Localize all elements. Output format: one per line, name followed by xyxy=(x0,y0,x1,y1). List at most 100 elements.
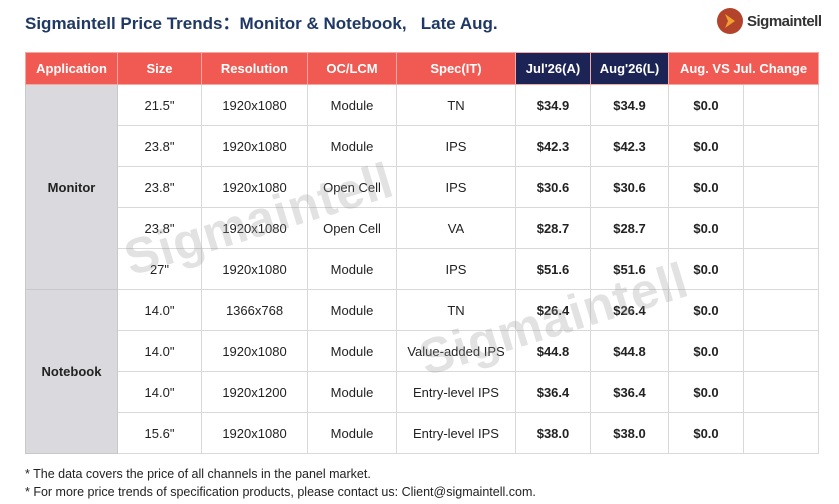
cell: 27" xyxy=(117,248,202,290)
data-row: 14.0" 1920x1080 Module Value-added IPS $44.8… xyxy=(26,330,819,372)
price-table: Application Size Resolution OC/LCM Spec(IT) J… xyxy=(25,52,819,454)
cell: IPS xyxy=(396,166,516,208)
cell: Module xyxy=(307,125,397,167)
title: Sigmaintell Price Trends：Monitor & Noteb… xyxy=(25,14,498,33)
cell: $34.9 xyxy=(515,84,591,126)
cell: Module xyxy=(307,248,397,290)
cell: $0.0 xyxy=(668,248,744,290)
cell: $51.6 xyxy=(515,248,591,290)
cell: Module xyxy=(307,289,397,331)
cell: Module xyxy=(307,412,397,454)
data-row: 15.6" 1920x1080 Module Entry-level IPS $38.0… xyxy=(26,412,819,454)
logo-icon xyxy=(717,8,743,34)
empty-cell xyxy=(743,207,819,249)
cell: TN xyxy=(396,84,516,126)
cell: $51.6 xyxy=(590,248,669,290)
cell: 14.0" xyxy=(117,371,202,413)
cell: $34.9 xyxy=(590,84,669,126)
cell: 1366x768 xyxy=(201,289,308,331)
empty-cell xyxy=(743,84,819,126)
cell: $26.4 xyxy=(590,289,669,331)
cell: Open Cell xyxy=(307,166,397,208)
cell: $0.0 xyxy=(668,84,744,126)
cell: IPS xyxy=(396,248,516,290)
cell: Entry-level IPS xyxy=(396,412,516,454)
column-header: Aug. VS Jul. Change xyxy=(668,52,819,85)
data-row: 23.8" 1920x1080 Module IPS $42.3 $42.3 $0.0 xyxy=(26,125,819,167)
cell: $44.8 xyxy=(590,330,669,372)
cell: $0.0 xyxy=(668,330,744,372)
cell: $0.0 xyxy=(668,125,744,167)
cell: 23.8" xyxy=(117,125,202,167)
data-row: 23.8" 1920x1080 Open Cell IPS $30.6 $30.6 $0.0 xyxy=(26,166,819,208)
logo: Sigmaintell xyxy=(716,6,822,36)
cell: $30.6 xyxy=(590,166,669,208)
application-cell: Notebook xyxy=(25,289,118,454)
column-header: OC/LCM xyxy=(307,52,397,85)
cell: 23.8" xyxy=(117,166,202,208)
cell: 1920x1080 xyxy=(201,248,308,290)
logo-text: Sigmaintell xyxy=(747,12,822,30)
empty-cell xyxy=(743,125,819,167)
application-cell: Monitor xyxy=(25,84,118,290)
cell: Module xyxy=(307,371,397,413)
column-header: Spec(IT) xyxy=(396,52,516,85)
empty-cell xyxy=(743,166,819,208)
column-header: Resolution xyxy=(201,52,308,85)
empty-cell xyxy=(743,412,819,454)
cell: 1920x1080 xyxy=(201,330,308,372)
column-header: Application xyxy=(25,52,118,85)
cell: $0.0 xyxy=(668,166,744,208)
cell: 1920x1080 xyxy=(201,412,308,454)
cell: Entry-level IPS xyxy=(396,371,516,413)
cell: $36.4 xyxy=(590,371,669,413)
cell: 15.6" xyxy=(117,412,202,454)
column-header: Jul'26(A) xyxy=(515,52,591,85)
cell: 14.0" xyxy=(117,330,202,372)
cell: $26.4 xyxy=(515,289,591,331)
cell: VA xyxy=(396,207,516,249)
cell: Module xyxy=(307,84,397,126)
cell: $42.3 xyxy=(590,125,669,167)
header-row: Application Size Resolution OC/LCM Spec(IT) J… xyxy=(25,52,819,85)
footnote: * The data covers the price of all chann… xyxy=(25,467,371,481)
data-row: 14.0" 1920x1200 Module Entry-level IPS $36.4… xyxy=(26,371,819,413)
cell: Module xyxy=(307,330,397,372)
cell: IPS xyxy=(396,125,516,167)
cell: 1920x1080 xyxy=(201,207,308,249)
empty-cell xyxy=(743,371,819,413)
cell: $28.7 xyxy=(590,207,669,249)
empty-cell xyxy=(743,330,819,372)
cell: 1920x1080 xyxy=(201,84,308,126)
cell: 21.5" xyxy=(117,84,202,126)
cell: TN xyxy=(396,289,516,331)
cell: 23.8" xyxy=(117,207,202,249)
cell: $0.0 xyxy=(668,207,744,249)
cell: 1920x1080 xyxy=(201,166,308,208)
column-header: Size xyxy=(117,52,202,85)
data-row: 27" 1920x1080 Module IPS $51.6 $51.6 $0.0 xyxy=(26,248,819,290)
cell: $44.8 xyxy=(515,330,591,372)
cell: $38.0 xyxy=(590,412,669,454)
cell: $30.6 xyxy=(515,166,591,208)
cell: 1920x1080 xyxy=(201,125,308,167)
cell: $0.0 xyxy=(668,289,744,331)
cell: $36.4 xyxy=(515,371,591,413)
cell: Open Cell xyxy=(307,207,397,249)
column-header: Aug'26(L) xyxy=(590,52,669,85)
cell: $0.0 xyxy=(668,371,744,413)
cell: 14.0" xyxy=(117,289,202,331)
empty-cell xyxy=(743,289,819,331)
data-row: Notebook 14.0" 1366x768 Module TN $26.4 $26.4 $… xyxy=(25,289,819,454)
cell: 1920x1200 xyxy=(201,371,308,413)
cell: $28.7 xyxy=(515,207,591,249)
cell: $38.0 xyxy=(515,412,591,454)
cell: $42.3 xyxy=(515,125,591,167)
empty-cell xyxy=(743,248,819,290)
data-row: Monitor 21.5" 1920x1080 Module TN $34.9 $34.9 $… xyxy=(25,84,819,290)
cell: $0.0 xyxy=(668,412,744,454)
cell: Value-added IPS xyxy=(396,330,516,372)
data-row: 23.8" 1920x1080 Open Cell VA $28.7 $28.7 $0.0 xyxy=(26,207,819,249)
footnote: * For more price trends of specification… xyxy=(25,485,536,499)
